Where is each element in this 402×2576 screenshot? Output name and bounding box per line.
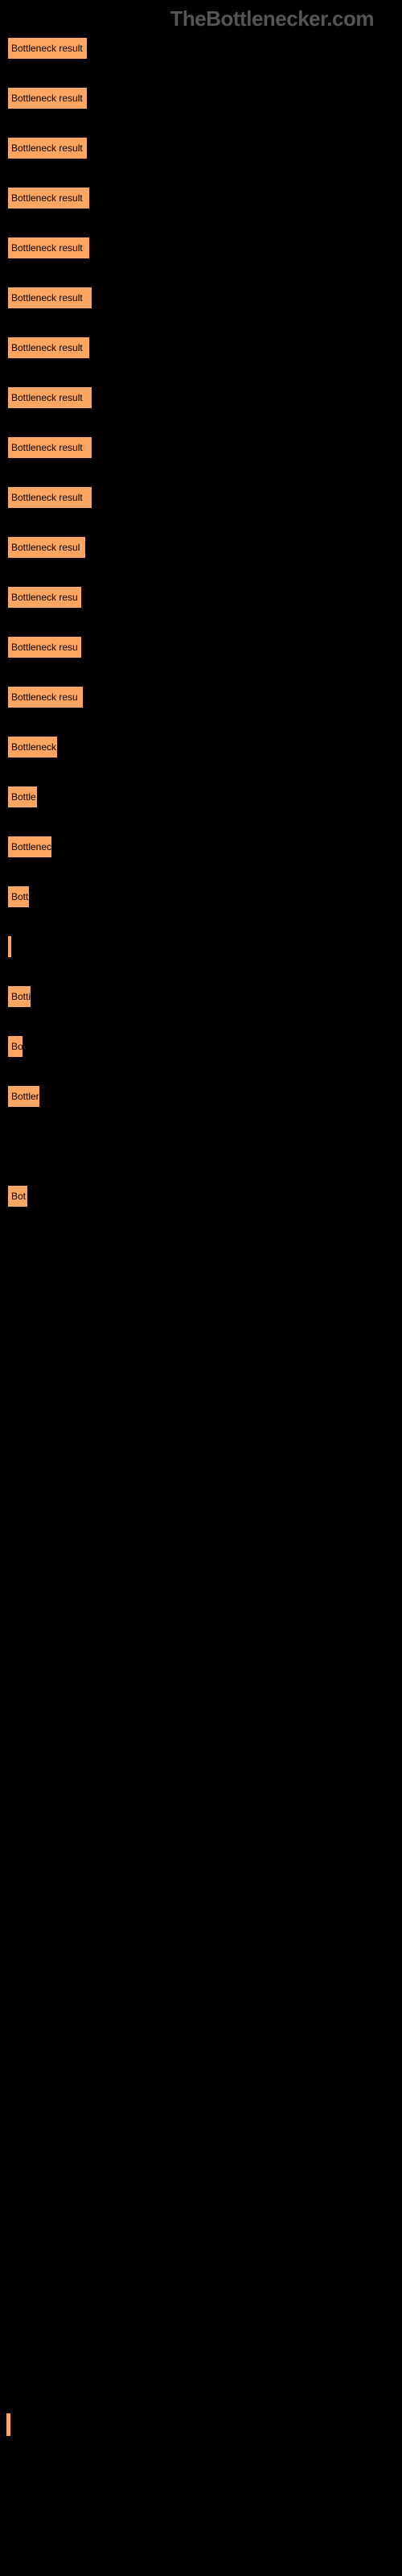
bar-row: Botti: [6, 985, 402, 1009]
bar-2: Bottleneck result: [6, 136, 88, 160]
bar-16: Bottlenec: [6, 835, 53, 859]
bar-9: Bottleneck result: [6, 485, 93, 510]
bar-0: Bottleneck result: [6, 36, 88, 60]
bar-label: Bottleneck resul: [11, 542, 80, 553]
bar-13: Bottleneck resu: [6, 685, 84, 709]
bar-21: Bottler: [6, 1084, 41, 1108]
bar-15: Bottle: [6, 785, 39, 809]
bar-label: Bottleneck result: [11, 43, 83, 54]
bar-18: [6, 935, 13, 959]
bar-label: Bottlenec: [11, 841, 51, 852]
bar-label: Bo: [11, 1041, 23, 1052]
tiny-bar: [6, 2413, 10, 2436]
bar-row: Bottleneck result: [6, 485, 402, 510]
bar-4: Bottleneck result: [6, 236, 91, 260]
bar-label: Bottleneck: [11, 741, 56, 753]
bar-label: Bottleneck result: [11, 242, 83, 254]
bar-row: Bott: [6, 885, 402, 909]
bar-8: Bottleneck result: [6, 436, 93, 460]
bar-row: Bottlenec: [6, 835, 402, 859]
bar-label: Bot: [11, 1191, 26, 1202]
bar-row: Bottleneck resul: [6, 535, 402, 559]
bar-row: [6, 1134, 402, 1158]
bar-label: Bottleneck resu: [11, 592, 78, 603]
bar-3: Bottleneck result: [6, 186, 91, 210]
bar-label: Bottleneck result: [11, 292, 83, 303]
watermark-text: TheBottlenecker.com: [170, 6, 374, 31]
bar-10: Bottleneck resul: [6, 535, 87, 559]
bar-6: Bottleneck result: [6, 336, 91, 360]
bar-7: Bottleneck result: [6, 386, 93, 410]
bar-label: Bottleneck resu: [11, 691, 78, 703]
bar-20: Bo: [6, 1034, 24, 1059]
bar-label: Bott: [11, 891, 28, 902]
bar-label: Bottleneck result: [11, 442, 83, 453]
bar-row: Bottleneck result: [6, 136, 402, 160]
bar-12: Bottleneck resu: [6, 635, 83, 659]
bar-19: Botti: [6, 985, 32, 1009]
bar-17: Bott: [6, 885, 31, 909]
bar-row: Bottleneck result: [6, 386, 402, 410]
bar-row: Bottler: [6, 1084, 402, 1108]
bar-label: Bottleneck resu: [11, 642, 78, 653]
bar-row: Bottleneck result: [6, 436, 402, 460]
bar-row: Bottle: [6, 785, 402, 809]
bar-5: Bottleneck result: [6, 286, 93, 310]
bar-row: Bottleneck result: [6, 36, 402, 60]
bar-14: Bottleneck: [6, 735, 59, 759]
bar-row: Bottleneck result: [6, 86, 402, 110]
bar-23: Bot: [6, 1184, 29, 1208]
bar-row: Bottleneck resu: [6, 685, 402, 709]
bar-row: Bottleneck resu: [6, 635, 402, 659]
bar-label: Bottler: [11, 1091, 39, 1102]
bar-label: Bottleneck result: [11, 93, 83, 104]
bar-row: Bot: [6, 1184, 402, 1208]
bar-row: Bo: [6, 1034, 402, 1059]
bar-1: Bottleneck result: [6, 86, 88, 110]
bar-label: Bottleneck result: [11, 142, 83, 154]
bar-label: Bottleneck result: [11, 492, 83, 503]
bar-row: Bottleneck: [6, 735, 402, 759]
bar-11: Bottleneck resu: [6, 585, 83, 609]
bar-row: Bottleneck result: [6, 286, 402, 310]
bar-row: Bottleneck resu: [6, 585, 402, 609]
bar-chart: Bottleneck result Bottleneck result Bott…: [0, 0, 402, 1208]
bar-label: Bottleneck result: [11, 192, 83, 204]
bar-row: Bottleneck result: [6, 236, 402, 260]
bar-label: Bottle: [11, 791, 36, 803]
bar-row: Bottleneck result: [6, 186, 402, 210]
bar-label: Botti: [11, 991, 31, 1002]
bar-label: Bottleneck result: [11, 342, 83, 353]
bar-row: [6, 935, 402, 959]
bar-label: Bottleneck result: [11, 392, 83, 403]
bar-row: Bottleneck result: [6, 336, 402, 360]
